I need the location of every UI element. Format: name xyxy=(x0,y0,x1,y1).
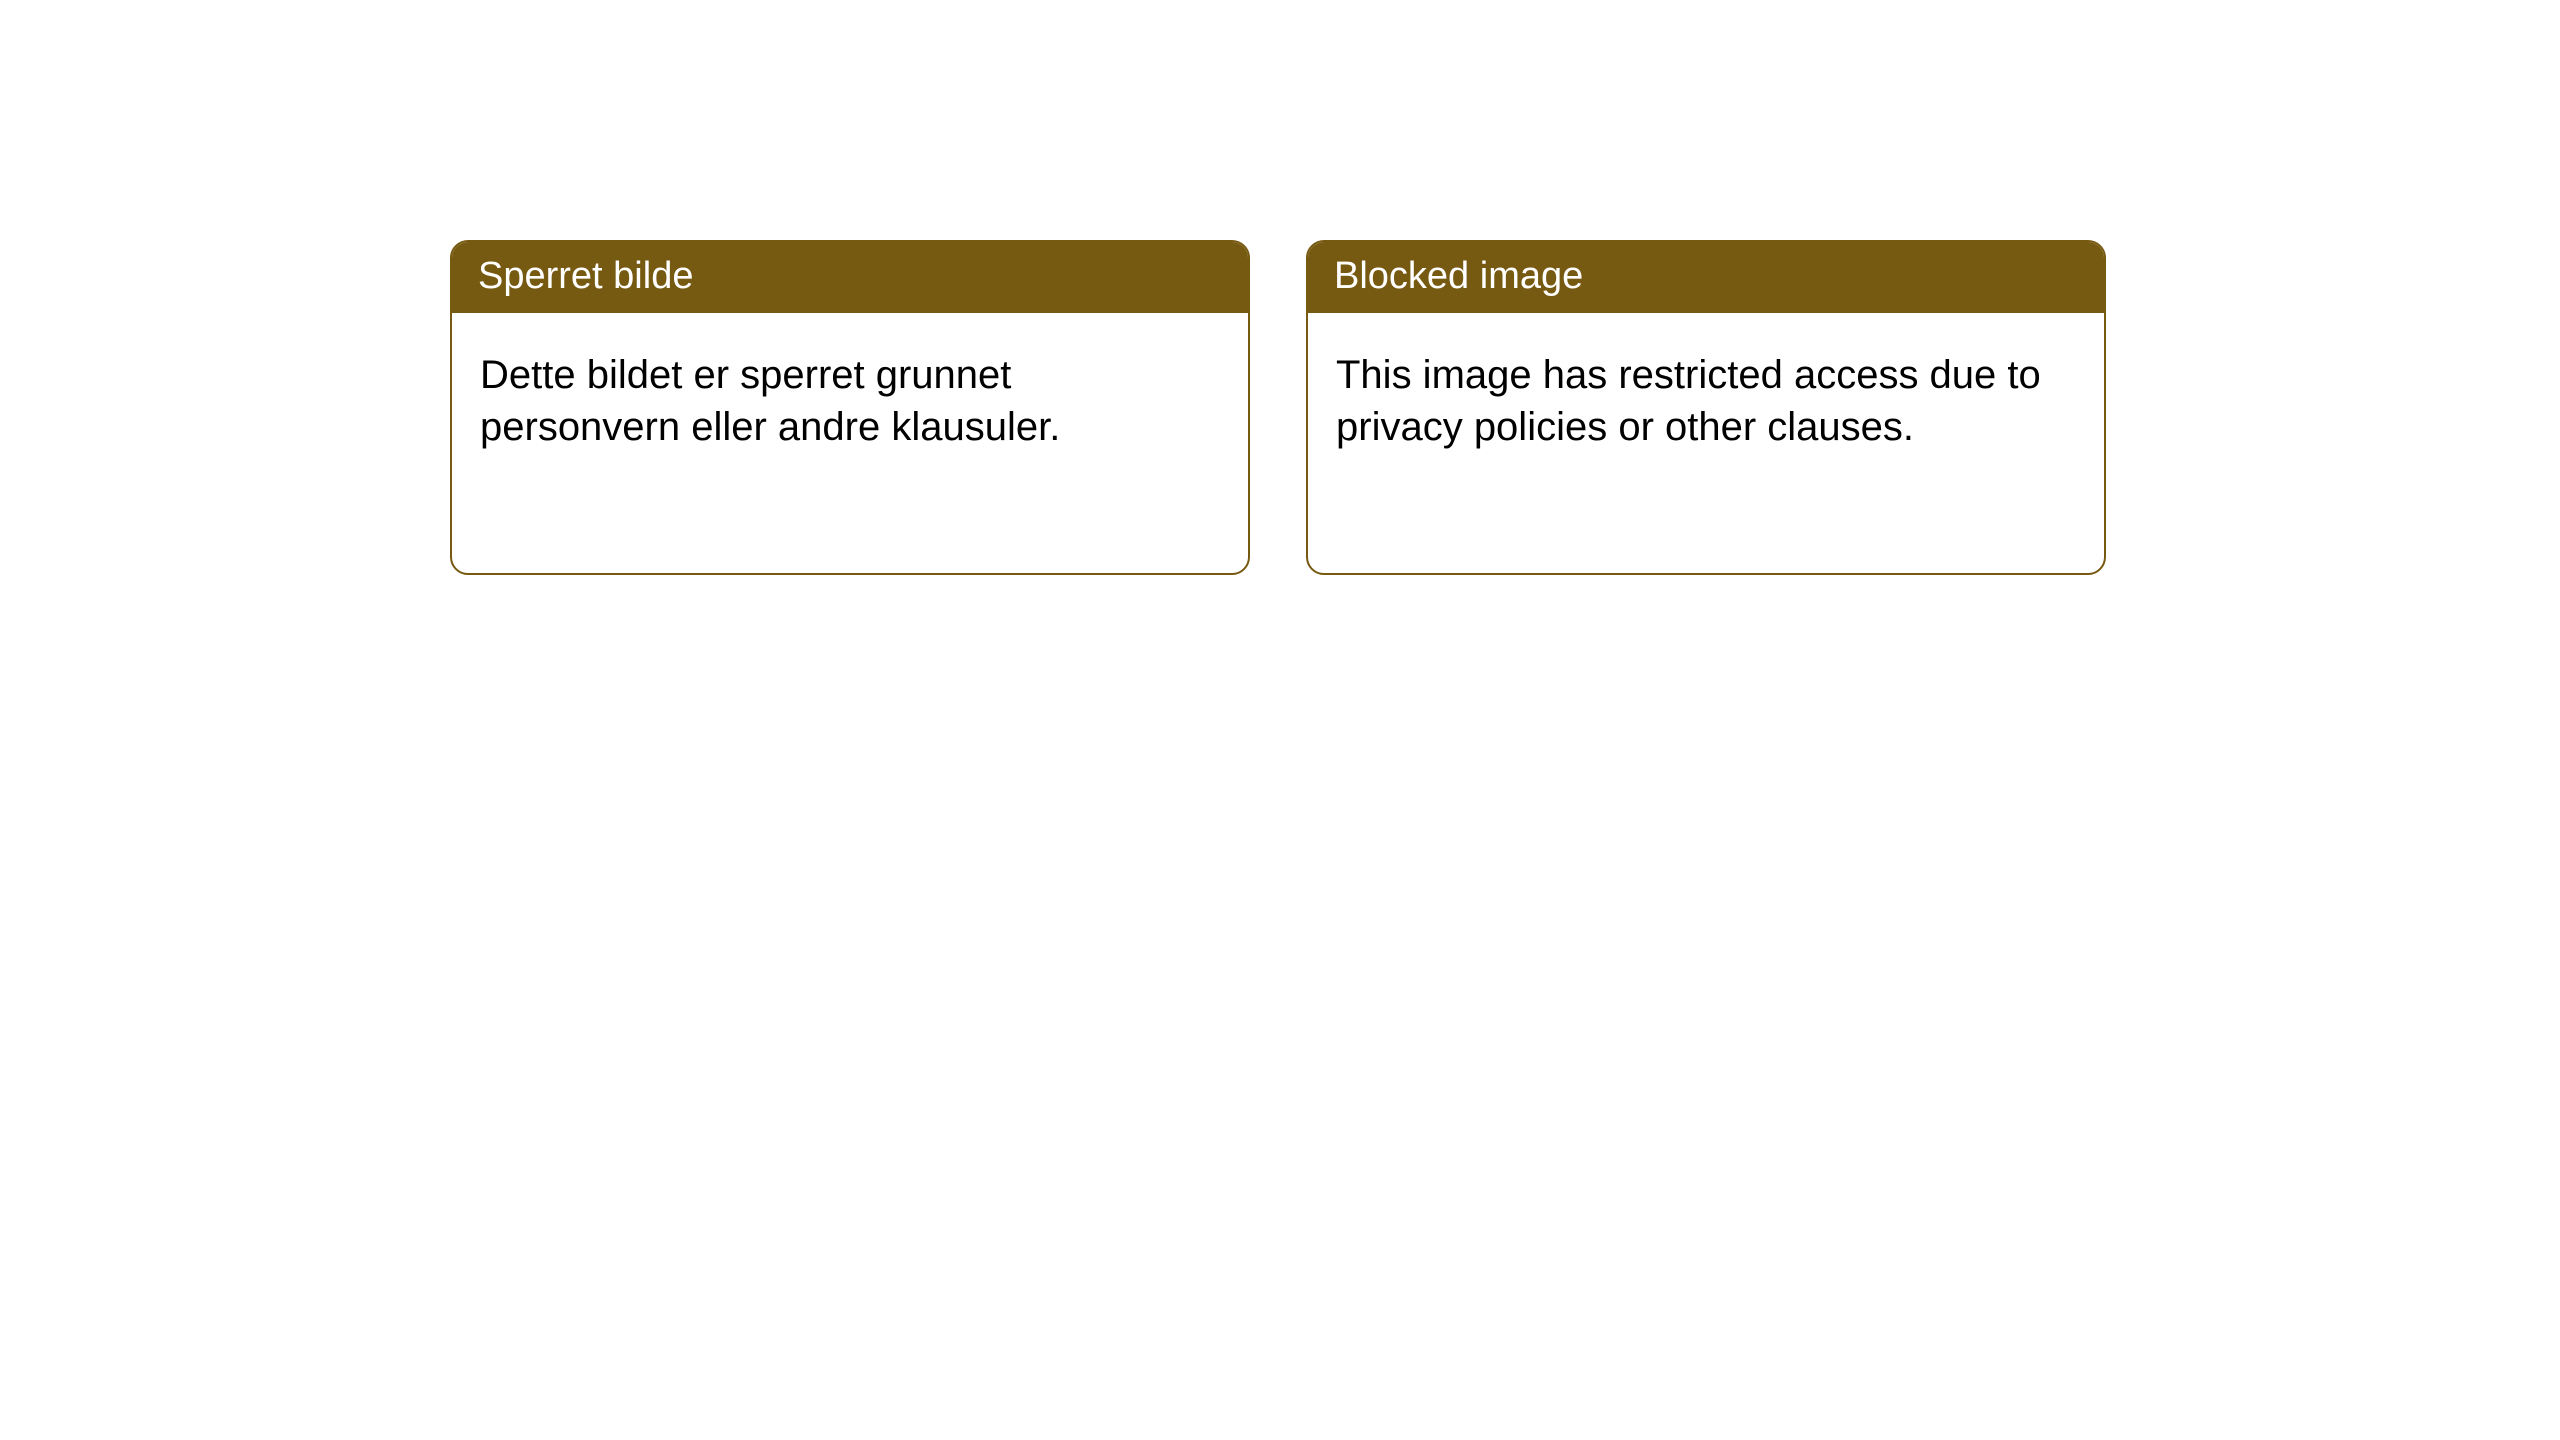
notice-header: Sperret bilde xyxy=(452,242,1248,313)
notice-body: Dette bildet er sperret grunnet personve… xyxy=(452,313,1248,489)
notice-body: This image has restricted access due to … xyxy=(1308,313,2104,489)
notice-card-norwegian: Sperret bilde Dette bildet er sperret gr… xyxy=(450,240,1250,575)
notice-header: Blocked image xyxy=(1308,242,2104,313)
notice-card-english: Blocked image This image has restricted … xyxy=(1306,240,2106,575)
notice-container: Sperret bilde Dette bildet er sperret gr… xyxy=(0,0,2560,575)
